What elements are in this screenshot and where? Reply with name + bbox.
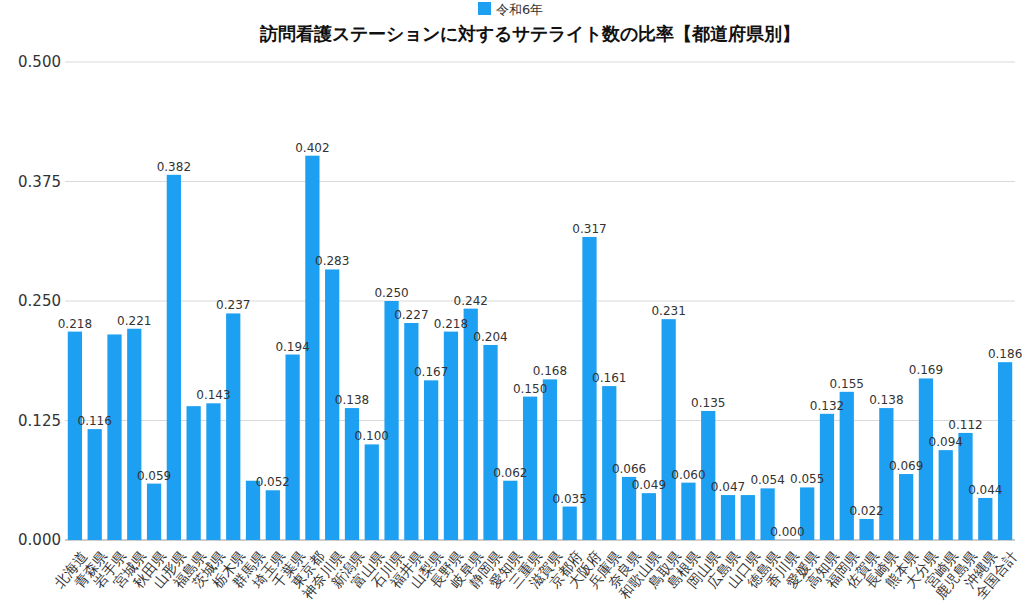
data-label: 0.132	[810, 399, 844, 413]
data-label: 0.231	[651, 304, 685, 318]
bar	[246, 481, 260, 540]
data-label: 0.194	[275, 340, 309, 354]
data-label: 0.150	[513, 382, 547, 396]
bar	[345, 408, 359, 540]
bar	[741, 495, 755, 540]
bar	[88, 429, 102, 540]
bar	[642, 493, 656, 540]
bar	[424, 380, 438, 540]
chart: 0.000 0.125 0.250 0.375 0.500 0.218 0.116 0.221…	[0, 0, 1024, 610]
bar	[662, 319, 676, 540]
bar	[780, 540, 794, 541]
y-tick-label: 0.000	[18, 531, 61, 549]
data-label: 0.218	[434, 317, 468, 331]
bar	[285, 355, 299, 540]
y-tick-label: 0.125	[18, 412, 61, 430]
bar	[266, 490, 280, 540]
bar	[899, 474, 913, 540]
bar	[998, 362, 1012, 540]
data-label: 0.094	[929, 435, 963, 449]
data-label: 0.066	[612, 462, 646, 476]
title: 訪問看護ステーションに対するサテライト数の比率【都道府県別】	[259, 23, 800, 44]
legend-swatch	[478, 2, 491, 15]
data-label: 0.052	[256, 475, 290, 489]
y-tick-label: 0.250	[18, 292, 61, 310]
data-label: 0.155	[830, 377, 864, 391]
bar	[384, 301, 398, 540]
y-tick-label: 0.500	[18, 53, 61, 71]
x-tick-label: 全国合計	[972, 548, 1020, 601]
bar	[681, 483, 695, 540]
data-label: 0.382	[157, 160, 191, 174]
bar	[187, 406, 201, 540]
y-tick-label: 0.375	[18, 173, 61, 191]
bar	[721, 495, 735, 540]
bar	[563, 507, 577, 540]
data-label: 0.317	[572, 222, 606, 236]
data-label: 0.135	[691, 396, 725, 410]
data-label: 0.283	[315, 254, 349, 268]
data-label: 0.000	[770, 525, 804, 539]
data-label: 0.204	[473, 330, 507, 344]
bar	[978, 498, 992, 540]
data-label: 0.060	[671, 468, 705, 482]
data-label: 0.138	[335, 393, 369, 407]
data-label: 0.168	[533, 364, 567, 378]
bar	[107, 334, 121, 540]
bar	[68, 332, 82, 540]
data-label: 0.055	[790, 472, 824, 486]
data-label: 0.116	[78, 414, 112, 428]
bar	[206, 403, 220, 540]
grid-line	[65, 62, 1015, 63]
data-label: 0.022	[849, 504, 883, 518]
data-label: 0.049	[632, 478, 666, 492]
data-label: 0.161	[592, 371, 626, 385]
bar	[483, 345, 497, 540]
bar	[859, 519, 873, 540]
data-label: 0.069	[889, 459, 923, 473]
grid-line	[65, 301, 1015, 302]
bar	[444, 332, 458, 540]
legend-label: 令和6年	[496, 2, 543, 17]
grid-line	[65, 181, 1015, 182]
bar	[939, 450, 953, 540]
bar	[879, 408, 893, 540]
bar	[503, 481, 517, 540]
data-label: 0.062	[493, 466, 527, 480]
data-label: 0.250	[374, 286, 408, 300]
data-label: 0.242	[454, 294, 488, 308]
data-label: 0.054	[750, 473, 784, 487]
data-label: 0.112	[948, 418, 982, 432]
data-label: 0.169	[909, 363, 943, 377]
bar	[404, 323, 418, 540]
data-label: 0.143	[196, 388, 230, 402]
data-label: 0.237	[216, 298, 250, 312]
data-label: 0.100	[355, 429, 389, 443]
data-label: 0.402	[295, 141, 329, 155]
bars	[68, 156, 1012, 540]
data-label: 0.227	[394, 308, 428, 322]
data-label: 0.047	[711, 480, 745, 494]
bar	[167, 175, 181, 540]
data-label: 0.138	[869, 393, 903, 407]
bar	[127, 329, 141, 540]
data-label: 0.218	[58, 317, 92, 331]
bar	[147, 484, 161, 540]
data-label: 0.035	[553, 492, 587, 506]
data-label: 0.221	[117, 314, 151, 328]
data-label: 0.186	[988, 347, 1022, 361]
bar	[543, 379, 557, 540]
bar	[226, 313, 240, 540]
data-label: 0.167	[414, 365, 448, 379]
bar	[365, 444, 379, 540]
data-label: 0.044	[968, 483, 1002, 497]
data-label: 0.059	[137, 469, 171, 483]
